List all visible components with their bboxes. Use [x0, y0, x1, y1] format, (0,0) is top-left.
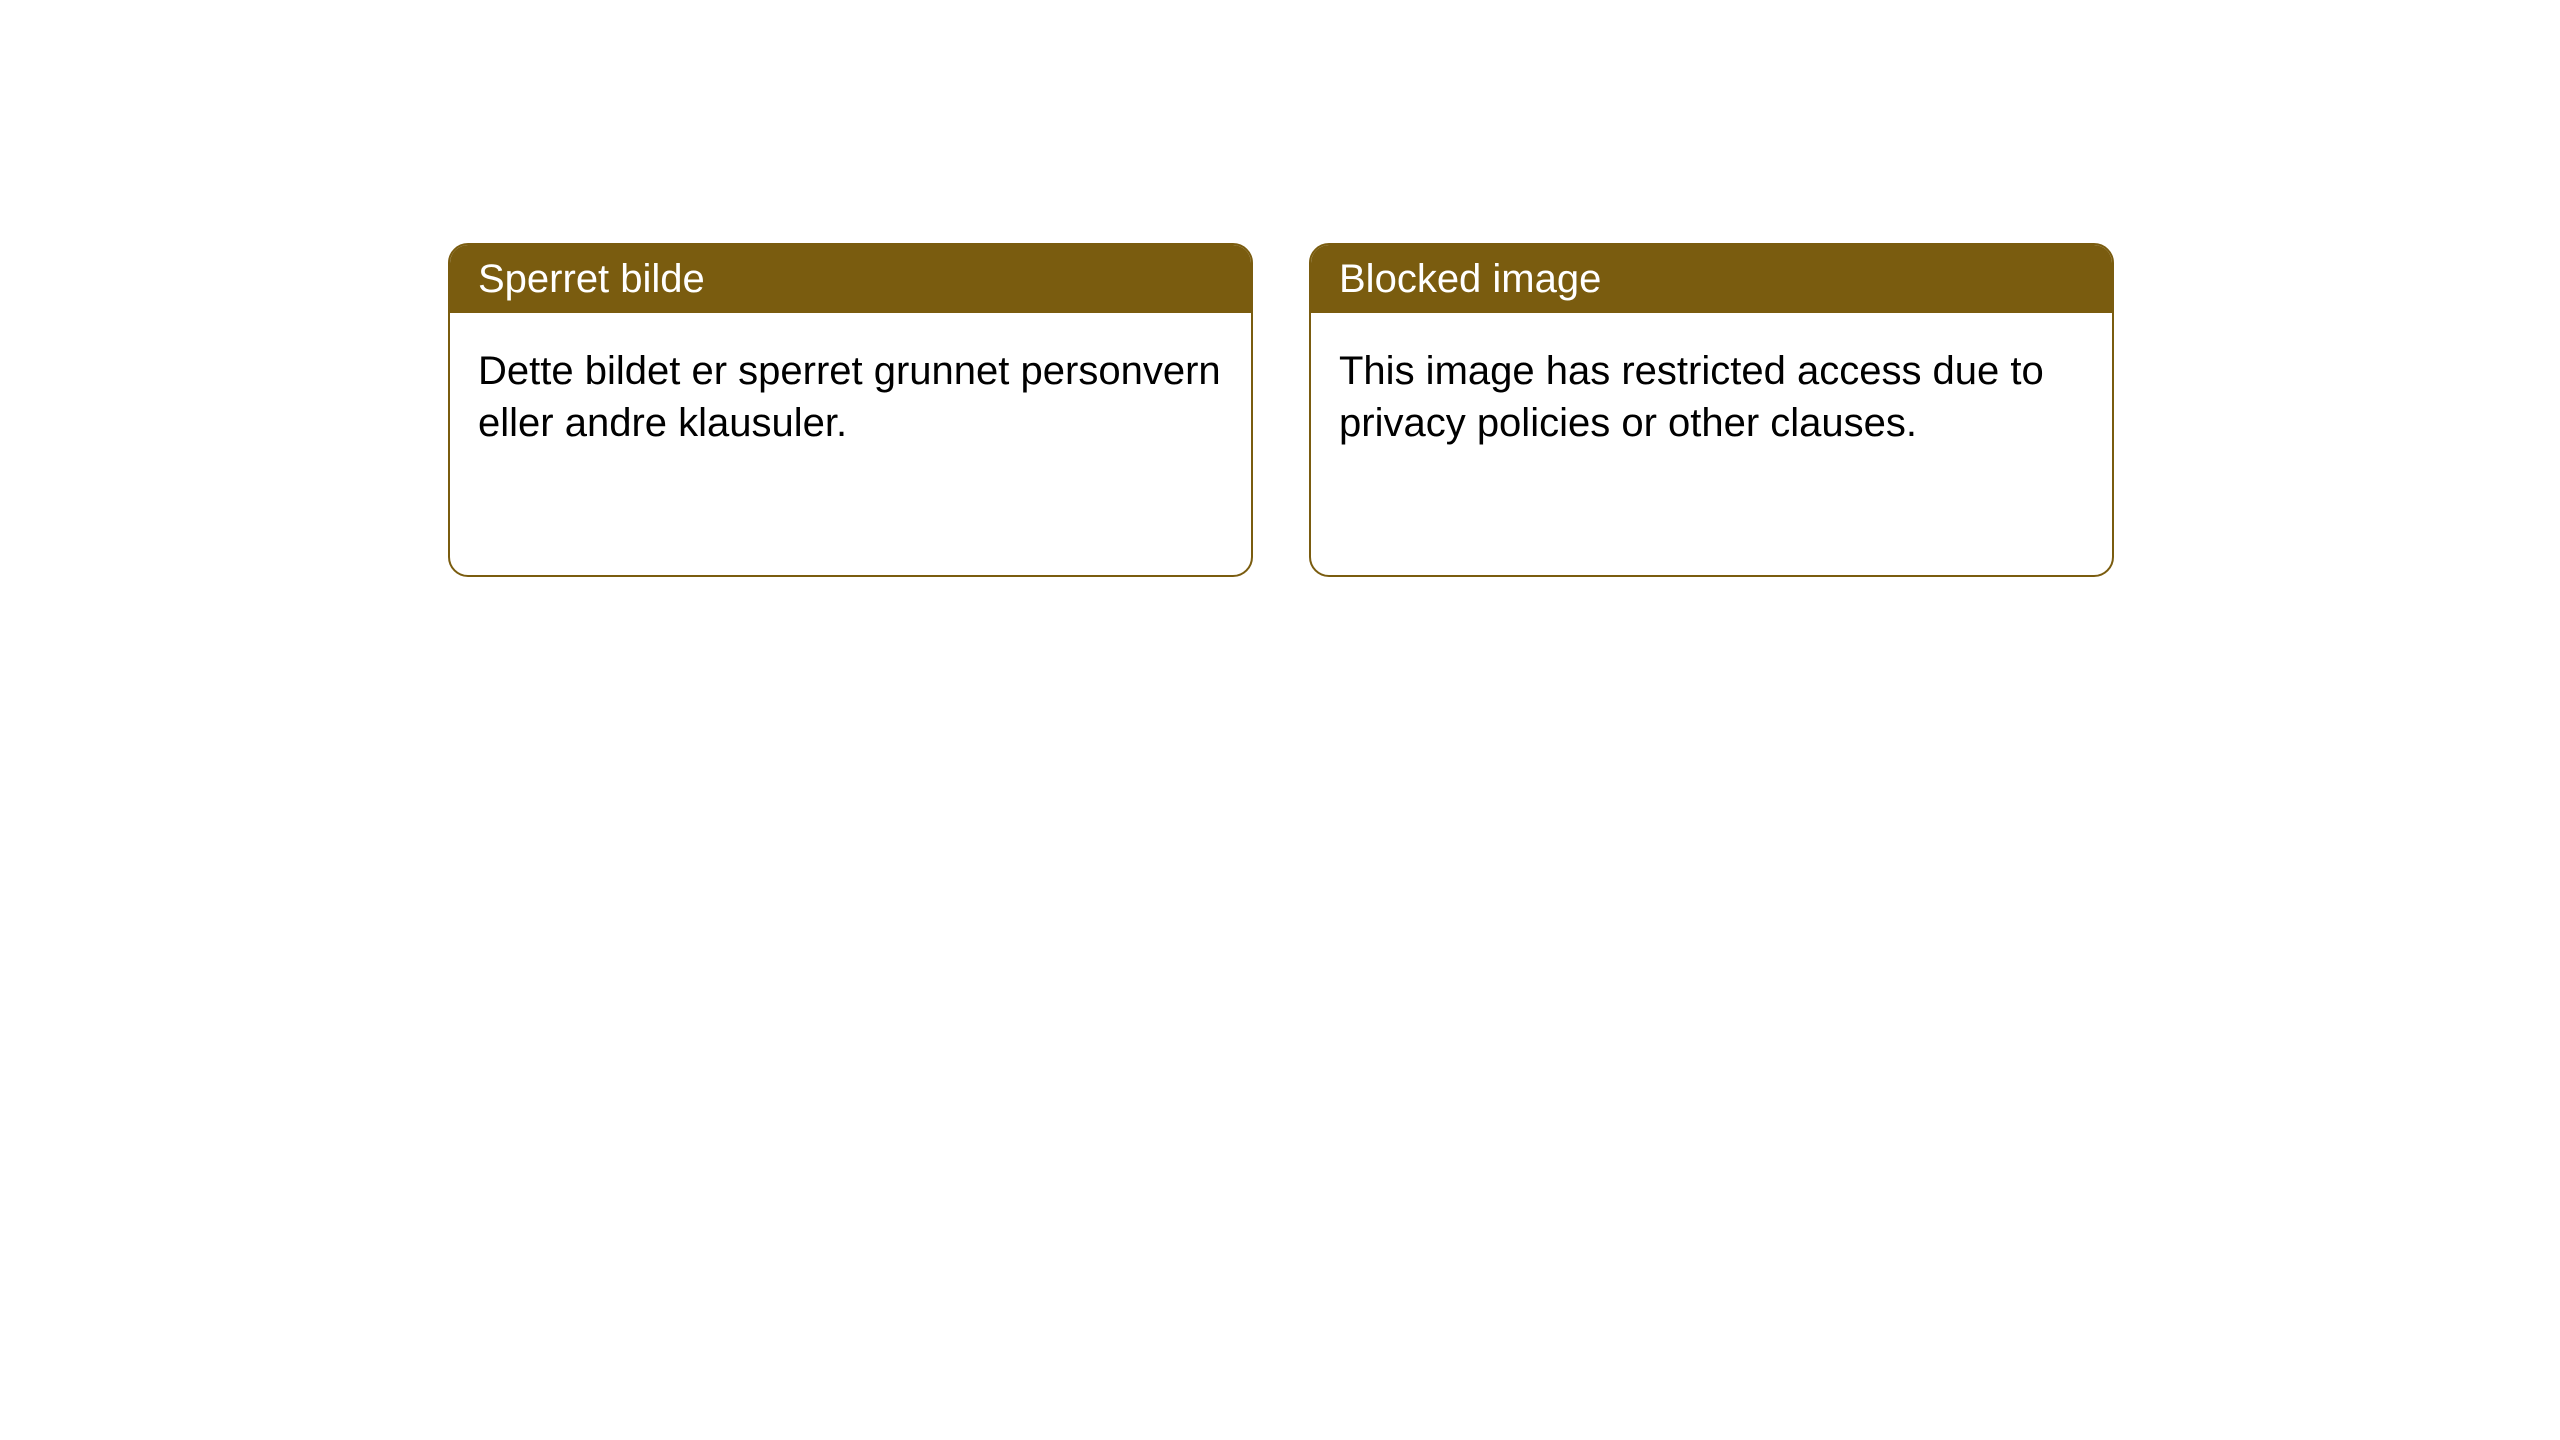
notice-container: Sperret bilde Dette bildet er sperret gr…: [448, 243, 2114, 577]
notice-body-english: This image has restricted access due to …: [1311, 313, 2112, 481]
notice-body-norwegian: Dette bildet er sperret grunnet personve…: [450, 313, 1251, 481]
notice-card-english: Blocked image This image has restricted …: [1309, 243, 2114, 577]
notice-header-norwegian: Sperret bilde: [450, 245, 1251, 313]
notice-header-english: Blocked image: [1311, 245, 2112, 313]
notice-card-norwegian: Sperret bilde Dette bildet er sperret gr…: [448, 243, 1253, 577]
